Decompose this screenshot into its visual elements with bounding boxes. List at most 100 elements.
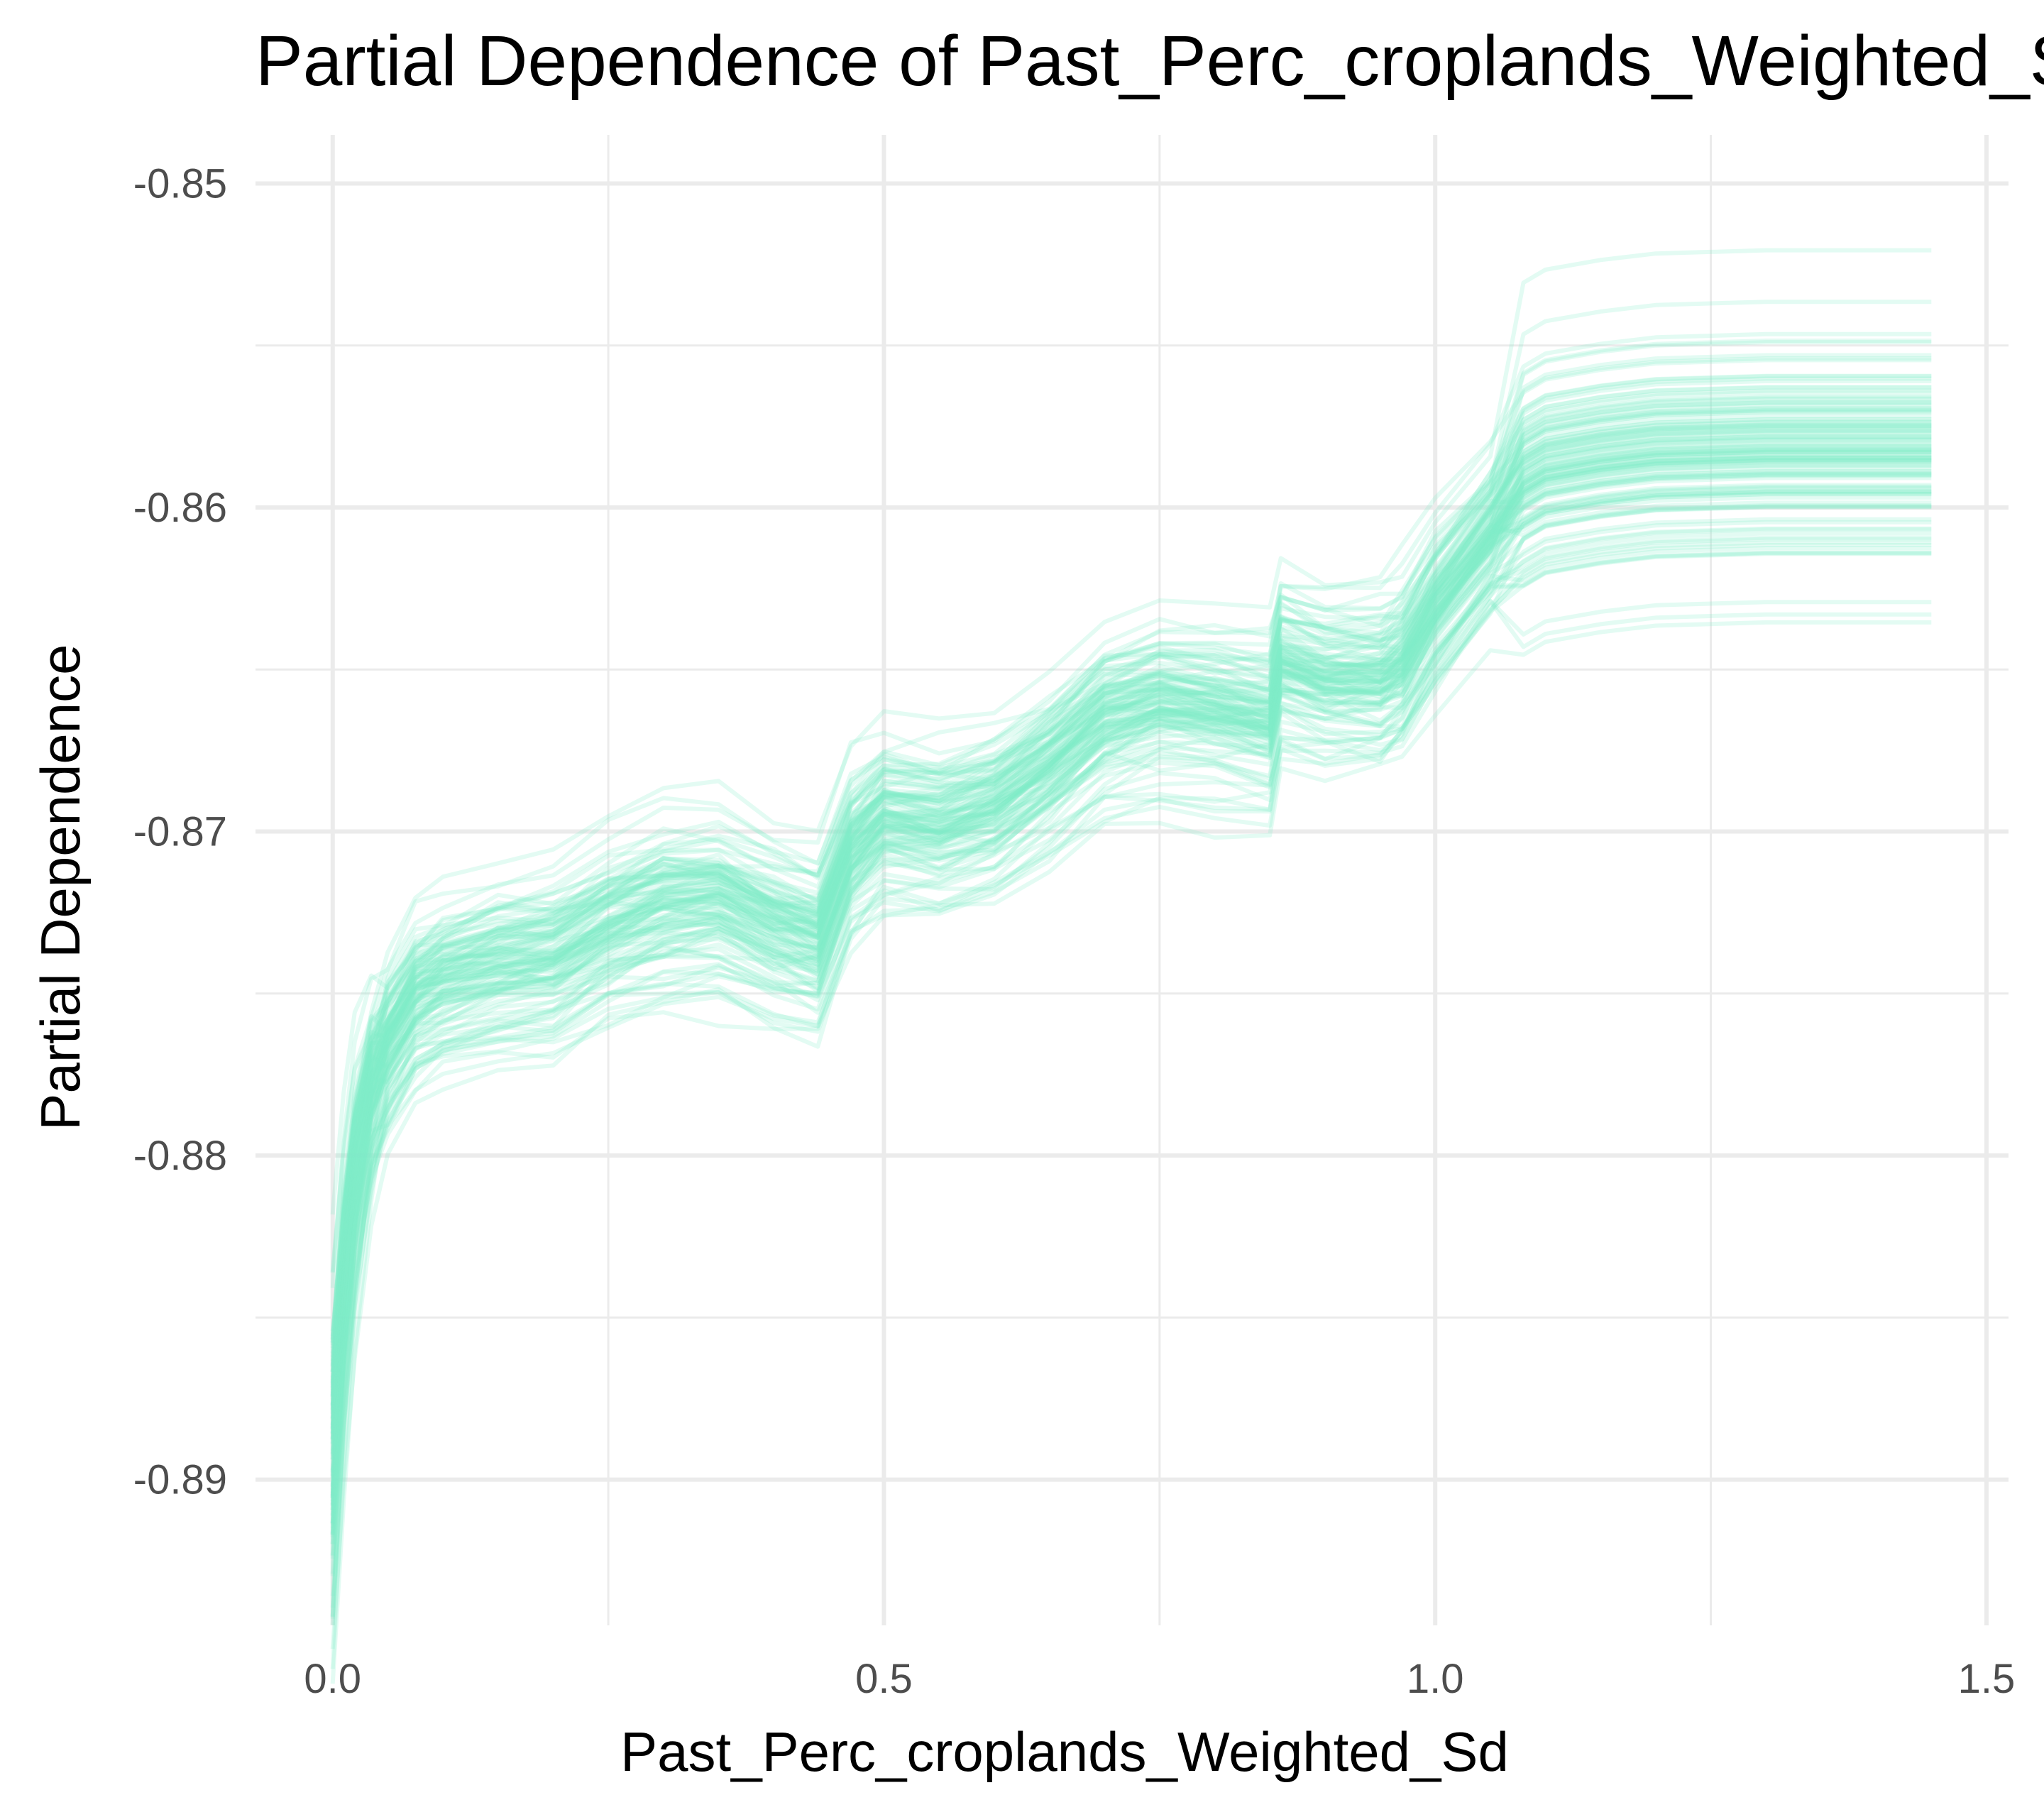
ice-curve xyxy=(330,550,1932,1535)
ice-curve xyxy=(330,426,1932,1473)
ice-curve xyxy=(330,422,1932,1394)
ice-curve xyxy=(330,517,1932,1608)
ice-curve xyxy=(330,390,1932,1557)
ice-curve xyxy=(330,417,1932,1536)
ice-curve xyxy=(330,248,1932,1388)
ice-curve xyxy=(330,420,1932,1445)
ice-curve xyxy=(330,540,1932,1479)
ice-curve xyxy=(330,455,1932,1444)
ice-curve xyxy=(330,466,1932,1415)
ice-curve xyxy=(330,339,1932,1384)
ice-curve xyxy=(330,459,1932,1499)
ice-curve xyxy=(330,598,1932,1556)
ice-curve xyxy=(330,504,1932,1619)
y-axis-title: Partial Dependence xyxy=(29,644,92,1130)
ice-curve xyxy=(330,459,1932,1419)
ice-curve xyxy=(330,434,1932,1390)
ice-curve xyxy=(330,414,1932,1383)
ice-curve xyxy=(330,492,1932,1273)
ice-curve xyxy=(330,455,1932,1410)
ice-curve xyxy=(330,504,1932,1456)
ice-curve xyxy=(330,417,1932,1341)
ice-curve xyxy=(330,444,1932,1495)
ice-curve xyxy=(330,441,1932,1358)
ice-curve xyxy=(330,500,1932,1574)
ice-curve xyxy=(330,374,1932,1498)
ice-curve xyxy=(330,457,1932,1425)
y-tick-label: -0.85 xyxy=(133,160,227,207)
ice-curve xyxy=(330,599,1932,1502)
ice-curve xyxy=(330,448,1932,1407)
ice-curve xyxy=(330,424,1932,1429)
ice-curve xyxy=(330,379,1932,1346)
ice-curve xyxy=(330,472,1932,1487)
chart-title: Partial Dependence of Past_Perc_cropland… xyxy=(256,21,2044,101)
ice-curve xyxy=(330,400,1932,1451)
ice-curve xyxy=(330,395,1932,1372)
ice-curve xyxy=(330,460,1932,1430)
ice-curve xyxy=(330,451,1932,1493)
ice-curve xyxy=(330,531,1932,1596)
ice-curve xyxy=(330,410,1932,1389)
ice-curve xyxy=(330,376,1932,1524)
ice-curve xyxy=(330,469,1932,1497)
tick-labels: 0.0 0.5 1.0 1.5 -0.85 -0.86 -0.87 -0.88 -0.89 xyxy=(133,160,2015,1702)
ice-curve xyxy=(330,388,1932,1428)
ice-curve xyxy=(330,424,1932,1398)
ice-curve xyxy=(330,620,1932,1544)
ice-curve xyxy=(330,448,1932,1669)
ice-curve xyxy=(330,300,1932,1460)
ice-curve xyxy=(330,440,1932,1544)
ice-curve xyxy=(330,405,1932,1400)
ice-curve xyxy=(330,490,1932,1365)
ice-curve xyxy=(330,453,1932,1524)
x-axis-title: Past_Perc_croplands_Weighted_Sd xyxy=(620,1720,1509,1783)
ice-curve xyxy=(330,438,1932,1354)
ice-curve xyxy=(330,456,1932,1440)
ice-curve xyxy=(330,485,1932,1528)
ice-curve xyxy=(330,424,1932,1373)
ice-curve xyxy=(330,407,1932,1455)
y-tick-label: -0.87 xyxy=(133,809,227,855)
ice-curve xyxy=(330,385,1932,1373)
ice-curve xyxy=(330,489,1932,1684)
ice-curve xyxy=(330,535,1932,1507)
ice-curve xyxy=(330,463,1932,1505)
ice-curve xyxy=(330,428,1932,1385)
ice-curve xyxy=(330,471,1932,1559)
ice-curve xyxy=(330,373,1932,1460)
ice-curve xyxy=(330,403,1932,1439)
ice-curve xyxy=(330,476,1932,1410)
ice-curve xyxy=(330,537,1932,1497)
x-tick-label: 0.0 xyxy=(304,1656,361,1702)
ice-curve xyxy=(330,447,1932,1336)
ice-curve xyxy=(330,458,1932,1367)
y-tick-label: -0.86 xyxy=(133,485,227,531)
ice-curve xyxy=(330,468,1932,1523)
ice-curve xyxy=(330,419,1932,1435)
ice-curve xyxy=(330,484,1932,1618)
ice-curve xyxy=(330,492,1932,1538)
ice-curve xyxy=(330,526,1932,1625)
ice-curve xyxy=(330,449,1932,1332)
ice-curve xyxy=(330,400,1932,1534)
ice-curve xyxy=(330,456,1932,1441)
ice-curve xyxy=(330,463,1932,1349)
ice-curve xyxy=(330,473,1932,1510)
ice-curve xyxy=(330,400,1932,1510)
ice-curve xyxy=(330,353,1932,1485)
ice-curve xyxy=(330,483,1932,1343)
ice-curve xyxy=(330,356,1932,1215)
ice-curve xyxy=(330,520,1932,1434)
ice-curve xyxy=(330,358,1932,1429)
ice-curve xyxy=(330,406,1932,1515)
x-tick-label: 1.0 xyxy=(1407,1656,1464,1702)
ice-curve xyxy=(330,444,1932,1426)
ice-curve xyxy=(330,431,1932,1362)
ice-curve xyxy=(330,546,1932,1505)
ice-curve xyxy=(330,394,1932,1339)
y-tick-label: -0.89 xyxy=(133,1457,227,1503)
ice-curve xyxy=(330,449,1932,1395)
ice-curve xyxy=(330,430,1932,1419)
ice-curve xyxy=(330,435,1932,1273)
